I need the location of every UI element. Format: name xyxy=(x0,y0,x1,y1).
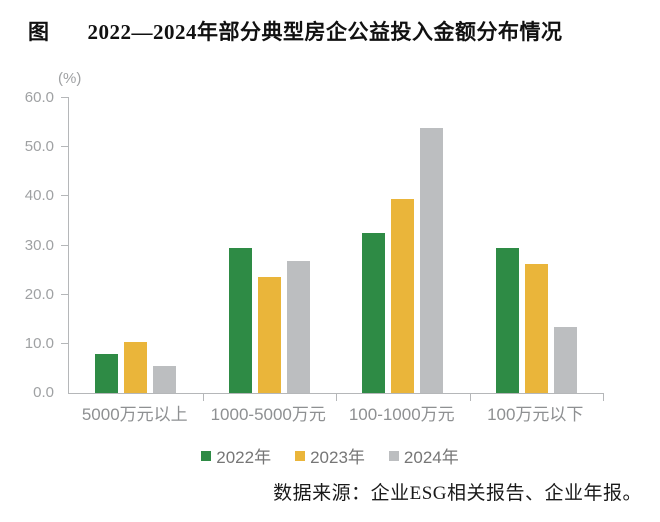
y-axis-unit-label: (%) xyxy=(58,70,82,87)
source-note: 数据来源：企业ESG相关报告、企业年报。 xyxy=(273,483,642,504)
bar-2023年 xyxy=(257,277,281,393)
y-tick-label: 30.0 xyxy=(24,236,54,254)
legend-label: 2022年 xyxy=(216,448,272,467)
figure-title-row: 图 2022—2024年部分典型房企公益投入金额分布情况 xyxy=(28,16,650,46)
y-axis-tick xyxy=(61,195,69,197)
legend-label: 2024年 xyxy=(403,448,459,467)
bar-2024年 xyxy=(153,366,177,393)
y-axis-tick xyxy=(61,146,69,148)
bar-2024年 xyxy=(420,128,444,393)
y-axis-labels: 0.0 10.0 20.0 30.0 40.0 50.0 60.0 xyxy=(0,90,62,401)
y-tick-label: 60.0 xyxy=(24,89,54,106)
y-axis-tick xyxy=(61,293,69,295)
bar-2022年 xyxy=(495,247,519,393)
legend-swatch-icon xyxy=(201,450,212,461)
y-tick-label: 50.0 xyxy=(24,138,54,156)
y-tick-label: 40.0 xyxy=(24,187,54,205)
x-category-label: 5000万元以上 xyxy=(81,405,188,424)
legend-swatch-icon xyxy=(295,450,306,461)
x-axis-tick xyxy=(603,393,604,401)
bar-2022年 xyxy=(362,233,386,393)
y-axis-tick xyxy=(61,342,69,344)
bar-2024年 xyxy=(286,260,310,393)
x-category-label: 100万元以下 xyxy=(487,405,584,424)
legend-item: 2023年 xyxy=(295,443,365,468)
x-category-label: 100-1000万元 xyxy=(348,405,455,424)
y-tick-label: 0.0 xyxy=(33,384,54,401)
figure-number-label: 图 xyxy=(28,20,50,44)
x-category-label: 1000-5000万元 xyxy=(210,405,326,424)
x-axis-tick xyxy=(469,393,471,401)
bar-group xyxy=(470,98,604,393)
y-tick-label: 20.0 xyxy=(24,285,54,303)
legend-label: 2023年 xyxy=(310,448,365,467)
figure-title: 2022—2024年部分典型房企公益投入金额分布情况 xyxy=(87,20,563,44)
legend-item: 2022年 xyxy=(201,443,271,468)
bar-group xyxy=(336,98,470,393)
bar-2024年 xyxy=(553,327,577,393)
bar-group xyxy=(203,98,337,393)
y-axis-tick xyxy=(61,244,69,246)
x-axis-tick xyxy=(336,393,337,401)
x-axis-tick xyxy=(202,393,204,401)
x-axis-labels: 5000万元以上 1000-5000万元 100-1000万元 100万元以下 xyxy=(68,400,602,425)
bar-chart: (%) 0.0 10.0 20.0 30.0 40.0 50.0 60.0 5000万元以上… xyxy=(0,70,660,438)
plot-area xyxy=(61,97,604,401)
y-axis-tick xyxy=(61,97,69,98)
bar-2023年 xyxy=(524,263,548,393)
bar-2023年 xyxy=(124,342,148,393)
legend-item: 2024年 xyxy=(388,443,459,468)
chart-legend: 2022年 2023年 2024年 xyxy=(0,443,660,468)
bar-2023年 xyxy=(391,198,415,393)
bar-2022年 xyxy=(228,247,252,393)
bar-2022年 xyxy=(95,353,119,393)
legend-swatch-icon xyxy=(388,450,399,461)
y-tick-label: 10.0 xyxy=(24,334,54,352)
bar-group xyxy=(69,98,203,393)
